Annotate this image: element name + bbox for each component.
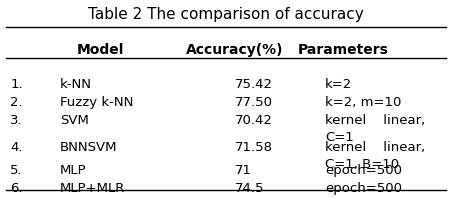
Text: k=2, m=10: k=2, m=10: [325, 96, 401, 109]
Text: k=2: k=2: [325, 78, 352, 91]
Text: Parameters: Parameters: [297, 43, 389, 57]
Text: MLP+MLR: MLP+MLR: [60, 182, 125, 194]
Text: epoch=500: epoch=500: [325, 182, 402, 194]
Text: k-NN: k-NN: [60, 78, 92, 91]
Text: 75.42: 75.42: [235, 78, 273, 91]
Text: MLP: MLP: [60, 164, 86, 177]
Text: Table 2 The comparison of accuracy: Table 2 The comparison of accuracy: [88, 7, 364, 22]
Text: 71: 71: [235, 164, 252, 177]
Text: 4.: 4.: [10, 142, 23, 154]
Text: kernel    linear,
C=1: kernel linear, C=1: [325, 114, 425, 144]
Text: Accuracy(%): Accuracy(%): [187, 43, 284, 57]
Text: 5.: 5.: [10, 164, 23, 177]
Text: 74.5: 74.5: [235, 182, 265, 194]
Text: Model: Model: [77, 43, 124, 57]
Text: Fuzzy k-NN: Fuzzy k-NN: [60, 96, 133, 109]
Text: kernel    linear,
C=1, B=10: kernel linear, C=1, B=10: [325, 142, 425, 171]
Text: 77.50: 77.50: [235, 96, 273, 109]
Text: epoch=500: epoch=500: [325, 164, 402, 177]
Text: 2.: 2.: [10, 96, 23, 109]
Text: 1.: 1.: [10, 78, 23, 91]
Text: 6.: 6.: [10, 182, 23, 194]
Text: SVM: SVM: [60, 114, 89, 127]
Text: 70.42: 70.42: [235, 114, 273, 127]
Text: 3.: 3.: [10, 114, 23, 127]
Text: BNNSVM: BNNSVM: [60, 142, 117, 154]
Text: 71.58: 71.58: [235, 142, 273, 154]
